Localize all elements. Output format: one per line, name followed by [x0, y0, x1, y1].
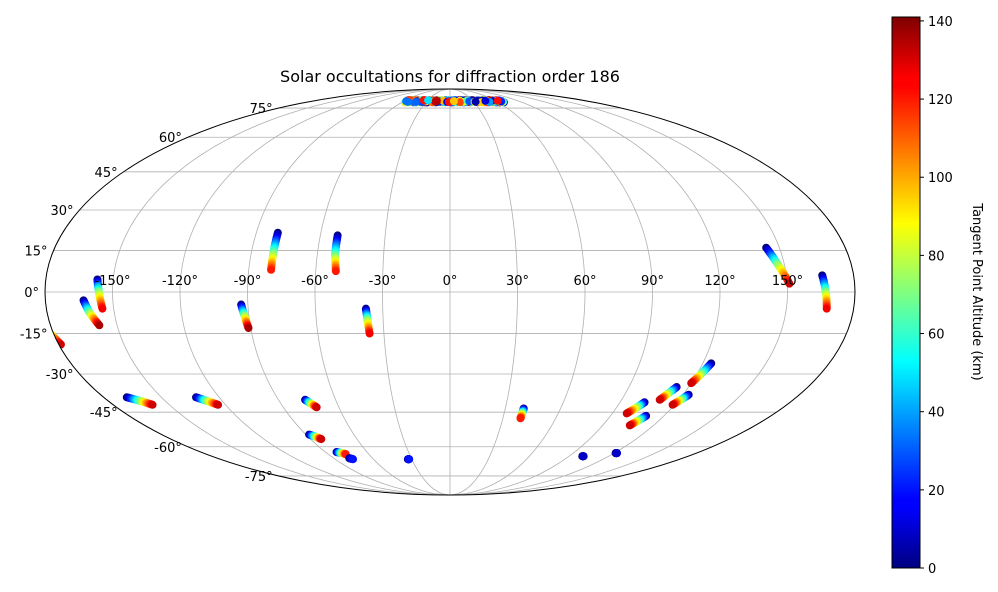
latitude-tick-label: 15°	[25, 244, 48, 259]
data-point	[516, 414, 525, 423]
colorbar-tick-label: 100	[928, 171, 953, 186]
data-point	[493, 96, 502, 105]
latitude-tick-label: 45°	[95, 166, 118, 181]
longitude-tick-label: -60°	[301, 274, 329, 289]
data-point	[402, 97, 411, 106]
data-point	[622, 409, 631, 418]
data-point	[668, 400, 677, 409]
data-point	[36, 319, 44, 327]
longitude-tick-label: 90°	[641, 274, 664, 289]
latitude-tick-labels: 75° 60° 45° 30° 15° 0° -15° -30° -45° -60° -75°	[20, 102, 273, 485]
latitude-tick-label: -60°	[154, 441, 182, 456]
data-point	[424, 96, 433, 105]
data-point	[32, 316, 40, 324]
chart-title: Solar occultations for diffraction order…	[280, 67, 620, 86]
graticule	[45, 89, 855, 495]
data-point	[455, 98, 464, 107]
longitude-tick-label: 60°	[573, 274, 596, 289]
latitude-tick-label: 0°	[24, 286, 39, 301]
latitude-tick-label: 75°	[250, 102, 273, 117]
data-point	[267, 265, 276, 274]
data-point	[405, 455, 414, 464]
data-point	[481, 96, 490, 105]
data-point	[148, 400, 157, 409]
longitude-tick-label: 0°	[443, 274, 458, 289]
colorbar-label: Tangent Point Altitude (km)	[969, 202, 984, 380]
longitude-tick-label: 150°	[772, 274, 803, 289]
colorbar: 0 20 40 60 80 100 120 140 Tangent Point Altitud…	[891, 15, 984, 577]
longitude-tick-label: 30°	[506, 274, 529, 289]
data-point	[613, 449, 622, 458]
data-point	[312, 403, 321, 412]
data-point	[95, 321, 104, 330]
data-point	[244, 324, 253, 333]
colorbar-gradient	[891, 16, 921, 569]
colorbar-tick-label: 120	[928, 93, 953, 108]
map-outline	[44, 88, 856, 496]
data-point	[98, 304, 107, 313]
data-point	[34, 317, 42, 325]
map-area: -150° -120° -90° -60° -30° 0° 30° 60° 90° 120° 150…	[20, 88, 856, 496]
longitude-tick-label: -90°	[234, 274, 262, 289]
colorbar-tick-label: 20	[928, 484, 945, 499]
colorbar-tick-label: 40	[928, 406, 945, 421]
latitude-tick-label: 60°	[159, 131, 182, 146]
data-points	[31, 96, 831, 464]
data-point	[35, 318, 43, 326]
data-point	[687, 379, 696, 388]
colorbar-tick-label: 60	[928, 328, 945, 343]
data-point	[317, 435, 326, 444]
data-point	[625, 421, 634, 430]
latitude-tick-label: -45°	[90, 406, 118, 421]
longitude-tick-label: 120°	[704, 274, 735, 289]
longitude-tick-labels: -150° -120° -90° -60° -30° 0° 30° 60° 90° 120° 150…	[94, 274, 803, 289]
colorbar-tick-label: 140	[928, 15, 953, 30]
data-point	[56, 340, 65, 349]
colorbar-ticks: 0 20 40 60 80 100 120 140	[920, 15, 953, 577]
data-point	[785, 279, 794, 288]
data-point	[349, 455, 358, 464]
data-point	[411, 97, 420, 106]
latitude-tick-label: -30°	[46, 368, 74, 383]
colorbar-tick-label: 80	[928, 249, 945, 264]
longitude-tick-label: -150°	[94, 274, 130, 289]
data-point	[331, 267, 340, 276]
data-point	[214, 400, 223, 409]
longitude-tick-label: -120°	[162, 274, 198, 289]
latitude-tick-label: -75°	[245, 470, 273, 485]
data-point	[449, 97, 458, 106]
data-point	[579, 452, 588, 461]
data-point	[822, 304, 831, 313]
data-point	[471, 97, 480, 106]
colorbar-tick-label: 0	[928, 562, 936, 577]
longitude-tick-label: -30°	[369, 274, 397, 289]
data-point	[655, 395, 664, 404]
latitude-tick-label: -15°	[20, 328, 48, 343]
data-point	[31, 314, 39, 322]
data-point	[365, 329, 374, 338]
data-point	[432, 96, 441, 105]
latitude-tick-label: 30°	[50, 204, 73, 219]
